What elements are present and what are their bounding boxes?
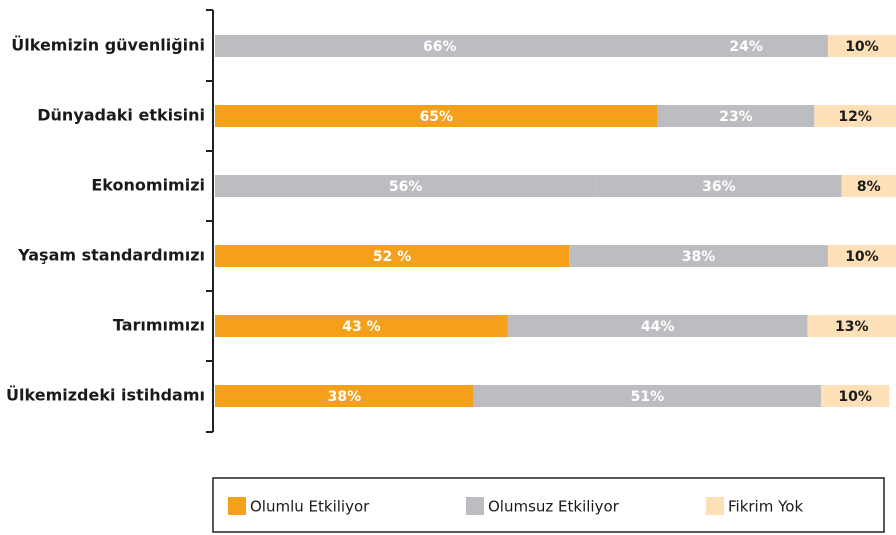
- value-label: 24%: [729, 39, 763, 55]
- category-label: Ülkemizdeki istihdamı: [6, 386, 205, 405]
- legend-swatch: [228, 497, 246, 515]
- bar-segment: [215, 35, 665, 57]
- value-label: 38%: [328, 389, 362, 405]
- bar-segment: [215, 315, 508, 337]
- value-label: 43 %: [342, 319, 380, 335]
- bar-segment: [657, 105, 815, 127]
- value-label: 44%: [641, 319, 675, 335]
- value-label: 66%: [423, 39, 457, 55]
- value-label: 12%: [838, 109, 872, 125]
- bar-segment: [664, 35, 828, 57]
- legend-label: Olumlu Etkiliyor: [250, 498, 370, 516]
- bar-segment: [827, 245, 896, 267]
- category-label: Tarımımızı: [113, 316, 205, 335]
- bar-segment: [215, 105, 658, 127]
- bar-segment: [841, 175, 896, 197]
- bar-segment: [215, 385, 474, 407]
- value-label: 10%: [838, 389, 872, 405]
- bar-segment: [215, 245, 570, 267]
- value-label: 65%: [420, 109, 454, 125]
- bar-segment: [814, 105, 896, 127]
- value-label: 23%: [719, 109, 753, 125]
- value-label: 8%: [857, 179, 881, 195]
- bar-segment: [827, 35, 896, 57]
- bar-segment: [821, 385, 890, 407]
- bar-segment: [569, 245, 828, 267]
- category-label: Yaşam standardımızı: [17, 246, 205, 265]
- value-label: 36%: [702, 179, 736, 195]
- bar-segment: [596, 175, 842, 197]
- legend-box: [212, 477, 885, 533]
- category-label: Ülkemizin güvenliğini: [11, 36, 205, 55]
- value-label: 38%: [682, 249, 716, 265]
- axis: [206, 9, 214, 433]
- value-label: 13%: [835, 319, 869, 335]
- category-label: Dünyadaki etkisini: [37, 106, 205, 125]
- bar-segment: [507, 315, 808, 337]
- category-label: Ekonomimizi: [91, 176, 205, 195]
- value-label: 10%: [845, 249, 879, 265]
- value-label: 51%: [631, 389, 665, 405]
- legend-label: Fikrim Yok: [728, 498, 803, 516]
- legend-swatch: [706, 497, 724, 515]
- legend-label: Olumsuz Etkiliyor: [488, 498, 620, 516]
- value-label: 52 %: [373, 249, 411, 265]
- value-label: 56%: [389, 179, 423, 195]
- bar-segment: [807, 315, 896, 337]
- value-label: 10%: [845, 39, 879, 55]
- bar-segment: [215, 175, 597, 197]
- legend-swatch: [466, 497, 484, 515]
- bar-segment: [473, 385, 822, 407]
